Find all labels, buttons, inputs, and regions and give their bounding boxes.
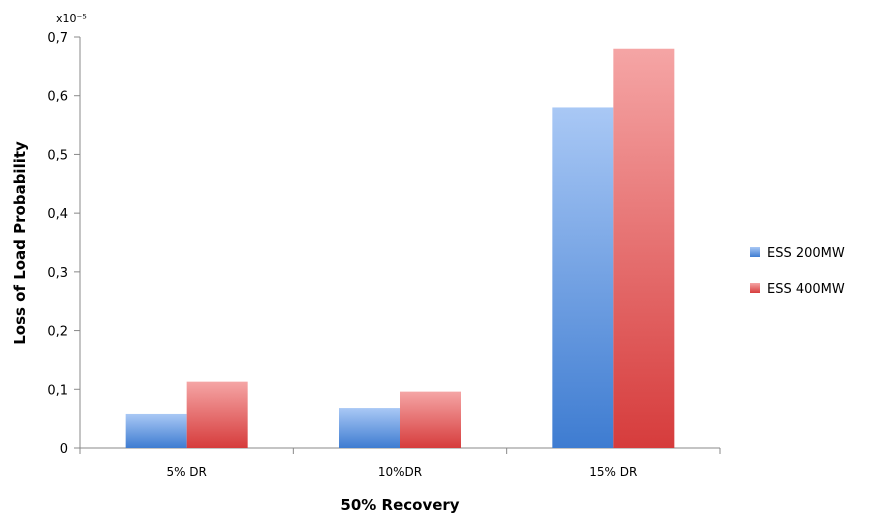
y-tick-label: 0,3 [47,266,68,281]
bar-ess-400mw-1 [400,391,461,448]
bar-ess-400mw-0 [186,381,248,448]
y-multiplier-label: x10⁻⁵ [56,12,87,25]
x-tick-label: 5% DR [166,465,206,479]
y-tick-label: 0,1 [47,383,68,398]
y-tick-label: 0,7 [47,31,68,46]
legend-label: ESS 200MW [767,246,845,261]
bar-ess-400mw-2 [613,48,675,448]
legend-swatch [750,247,760,257]
y-axis: 0 0,1 0,2 0,3 0,4 0,5 0,6 0,7 [47,31,81,457]
x-axis: 5% DR 10%DR 15% DR [79,447,721,479]
bars [125,48,675,448]
legend-swatch [750,283,760,293]
bar-ess-200mw-0 [125,413,187,448]
y-tick-label: 0,5 [47,148,68,163]
legend-label: ESS 400MW [767,282,845,297]
y-tick-label: 0,2 [47,325,68,340]
y-tick-label: 0,6 [47,90,68,105]
y-axis-title: Loss of Load Probability [11,141,29,345]
bar-ess-200mw-2 [552,107,614,448]
x-tick-label: 15% DR [589,465,637,479]
y-tick-label: 0 [60,442,68,457]
x-axis-title: 50% Recovery [340,496,459,514]
bar-ess-200mw-1 [339,408,400,448]
legend: ESS 200MW ESS 400MW [750,246,845,297]
y-tick-label: 0,4 [47,207,68,222]
x-tick-label: 10%DR [378,465,422,479]
